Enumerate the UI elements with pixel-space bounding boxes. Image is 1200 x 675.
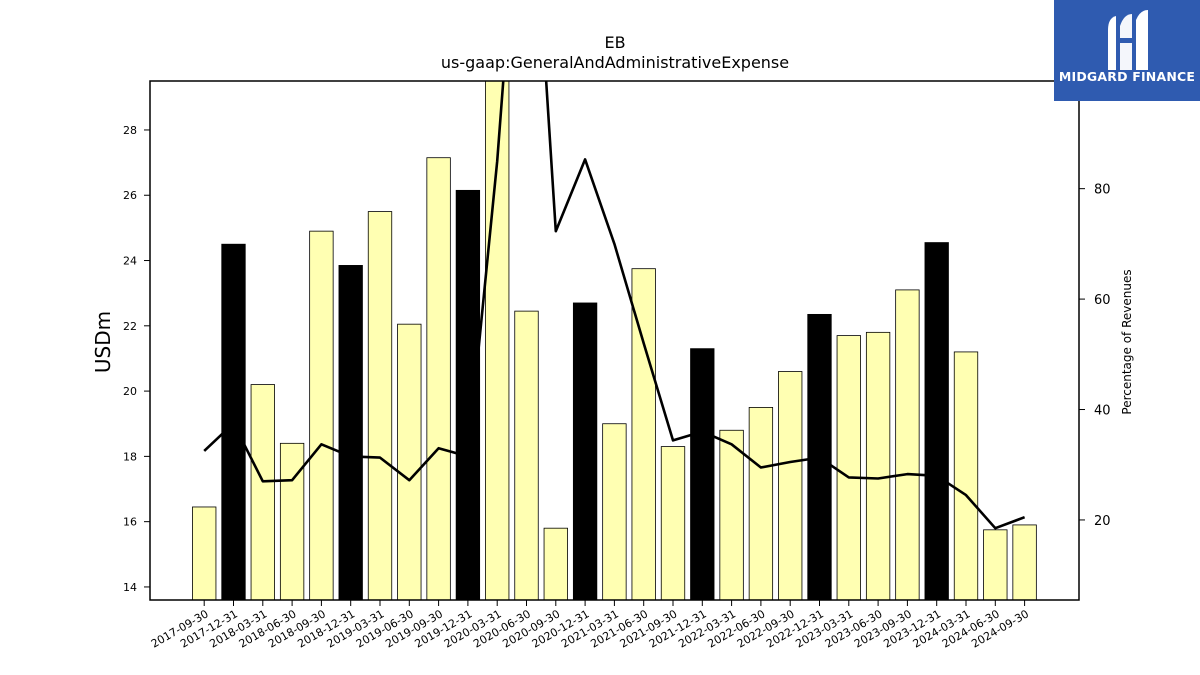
bar-2019-12-31 [455,189,481,601]
y2-tick-label-20: 20 [1094,514,1111,529]
x-axis-ticks: 2017-09-302017-12-312018-03-312018-06-30… [149,600,1031,651]
bar-2022-03-31 [719,429,744,601]
bar-2019-09-30 [426,157,451,601]
y2-tick-label-60: 60 [1094,293,1111,308]
y-tick-label-28: 28 [123,124,137,137]
bar-2019-03-31 [367,211,393,601]
logo-mark-icon [1108,10,1148,70]
bar-2021-12-31 [690,348,715,601]
bar-2021-09-30 [660,446,686,601]
bar-2024-09-30 [1012,524,1037,601]
y2-axis-label: Percentage of Revenues [1120,269,1134,414]
bar-2023-12-31 [924,242,949,601]
y-tick-label-18: 18 [123,450,137,463]
bar-2018-09-30 [309,230,334,601]
bars-group [192,80,1037,601]
bar-2020-12-31 [572,302,598,601]
bar-2021-03-31 [602,423,627,601]
line-group [203,81,1026,530]
bar-2023-09-30 [895,289,920,601]
revenue-percentage-line [203,81,1026,530]
y-tick-label-26: 26 [123,189,137,202]
bar-2018-12-31 [338,265,363,601]
chart-title: EB [604,33,625,52]
bar-2023-03-31 [836,335,861,601]
bar-2019-06-30 [397,323,422,601]
y-axis-label: USDm [91,311,115,373]
bar-2018-06-30 [279,442,305,601]
y-tick-label-24: 24 [123,255,137,268]
midgard-finance-logo: MIDGARD FINANCE [1054,0,1200,101]
bar-2018-03-31 [250,384,275,601]
y-tick-label-20: 20 [123,385,137,398]
bar-2022-09-30 [778,371,803,601]
bar-2024-06-30 [983,529,1008,601]
y2-tick-label-80: 80 [1094,183,1111,198]
y2-tick-label-40: 40 [1094,404,1111,419]
y-tick-label-14: 14 [123,581,137,594]
y-tick-label-16: 16 [123,516,137,529]
bar-2024-03-31 [953,351,979,601]
y-tick-label-22: 22 [123,320,137,333]
logo-text: MIDGARD FINANCE [1058,69,1196,84]
y-axis-ticks: 14 16 18 20 22 24 26 28 [123,124,150,594]
chart-subtitle: us-gaap:GeneralAndAdministrativeExpense [441,53,789,72]
bar-2017-09-30 [192,506,217,601]
bar-2020-09-30 [543,527,568,601]
bar-2022-06-30 [748,407,774,601]
bar-2020-06-30 [514,310,539,601]
bar-2023-06-30 [865,331,891,601]
y2-axis-ticks: 20 40 60 80 [1079,183,1111,529]
